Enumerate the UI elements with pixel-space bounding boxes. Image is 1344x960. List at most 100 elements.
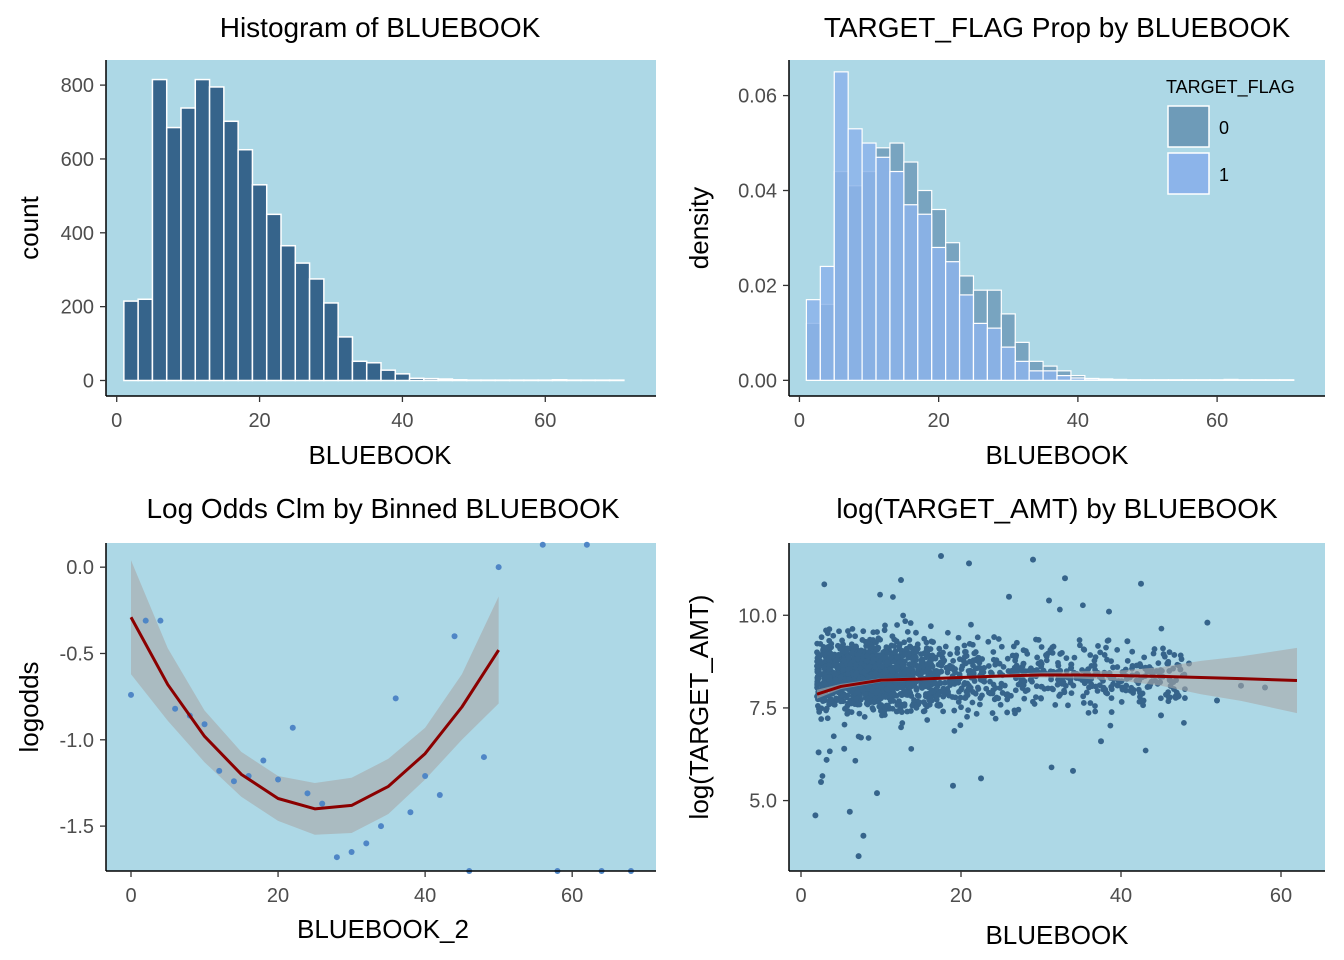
amount-point xyxy=(830,733,837,740)
amount-point xyxy=(1108,658,1115,665)
amount-point xyxy=(839,647,846,654)
legend-title: TARGET_FLAG xyxy=(1166,77,1295,98)
amount-point xyxy=(855,853,862,860)
amount-point xyxy=(1030,698,1036,705)
amount-point xyxy=(927,623,934,630)
amount-point xyxy=(856,710,863,717)
amount-point xyxy=(1103,689,1109,696)
x-tick-label: 60 xyxy=(534,410,556,432)
amount-point xyxy=(979,677,986,684)
logodds-point xyxy=(348,849,355,856)
amount-point xyxy=(866,663,873,670)
amount-point xyxy=(902,618,909,625)
amount-point xyxy=(1092,703,1098,709)
amount-point xyxy=(1021,695,1028,702)
amount-point xyxy=(1087,700,1094,706)
amount-point xyxy=(870,637,876,643)
logodds-point xyxy=(583,541,590,548)
amount-point xyxy=(1158,712,1164,719)
amount-point xyxy=(916,699,922,706)
amount-point xyxy=(823,627,829,634)
amount-point xyxy=(847,661,853,668)
amount-point xyxy=(1079,602,1086,609)
amount-point xyxy=(947,651,954,658)
logodds-point xyxy=(333,854,340,861)
amount-point xyxy=(874,629,881,635)
x-tick-label: 20 xyxy=(950,885,972,907)
amount-point xyxy=(1067,679,1074,686)
amount-point xyxy=(927,695,934,701)
amount-point xyxy=(1046,597,1052,604)
amount-point xyxy=(1006,593,1012,600)
amount-point xyxy=(944,629,951,636)
x-tick-label: 0 xyxy=(125,885,136,907)
amount-point xyxy=(849,650,855,657)
amount-point xyxy=(826,674,833,681)
amount-point xyxy=(1048,764,1055,771)
amount-point xyxy=(844,670,851,677)
y-tick-label: -0.5 xyxy=(60,643,94,665)
amount-point xyxy=(966,560,972,567)
amount-point xyxy=(978,775,984,782)
amount-point xyxy=(824,715,831,722)
logodds-points xyxy=(128,541,634,874)
histogram-bar xyxy=(208,86,225,382)
amount-point xyxy=(1012,653,1019,660)
amount-point xyxy=(906,666,912,673)
amount-point xyxy=(830,632,837,639)
amount-point xyxy=(995,636,1002,642)
amount-point xyxy=(933,685,940,692)
amount-point xyxy=(998,643,1005,650)
amount-point xyxy=(1088,681,1095,688)
y-tick-label: 800 xyxy=(61,75,94,97)
amount-point xyxy=(1110,664,1116,671)
amount-point xyxy=(989,710,996,716)
y-axis-label: logodds xyxy=(14,661,44,752)
amount-point xyxy=(894,654,901,660)
amount-point xyxy=(1124,657,1131,664)
amount-point xyxy=(873,690,879,696)
amount-point xyxy=(977,695,984,701)
density-bar-flag-1 xyxy=(1000,346,1016,381)
amount-point xyxy=(1098,738,1104,745)
amount-point xyxy=(922,701,929,708)
amount-point xyxy=(1167,694,1173,701)
amount-point xyxy=(1106,608,1112,615)
amount-point xyxy=(1033,694,1039,701)
amount-point xyxy=(958,704,964,711)
chart-title: TARGET_FLAG Prop by BLUEBOOK xyxy=(824,12,1291,43)
y-tick-label: 0.0 xyxy=(66,557,94,579)
histogram-bar xyxy=(308,278,325,382)
amount-point xyxy=(974,634,981,641)
x-tick-label: 0 xyxy=(111,410,122,432)
density-bar-flag-1 xyxy=(972,322,988,381)
amount-point xyxy=(1140,702,1146,709)
smooth-curve xyxy=(129,616,500,811)
histogram-bar xyxy=(365,362,382,382)
amount-point xyxy=(1050,686,1056,693)
amount-point xyxy=(926,690,932,697)
amount-point xyxy=(949,665,956,671)
amount-point xyxy=(884,658,891,665)
amount-point xyxy=(958,666,965,673)
amount-point xyxy=(820,644,827,650)
amount-point xyxy=(1013,662,1020,669)
logodds-point xyxy=(275,776,282,783)
y-tick-label: 0.02 xyxy=(738,275,777,297)
density-bar-flag-1 xyxy=(1070,377,1086,381)
amount-point xyxy=(923,639,930,646)
amount-point xyxy=(1182,695,1188,701)
amount-point xyxy=(950,782,956,789)
amount-point xyxy=(936,651,943,658)
amount-point xyxy=(1012,687,1019,694)
smooth-line xyxy=(129,616,500,811)
smooth-line xyxy=(816,673,1298,696)
amount-point xyxy=(918,651,924,657)
logodds-point xyxy=(363,840,370,847)
logodds-point xyxy=(495,564,502,571)
x-tick-label: 40 xyxy=(1067,410,1089,432)
amount-point xyxy=(1158,625,1165,632)
amount-point xyxy=(1085,666,1092,673)
histogram-bar xyxy=(237,148,254,382)
amount-point xyxy=(1175,693,1182,700)
